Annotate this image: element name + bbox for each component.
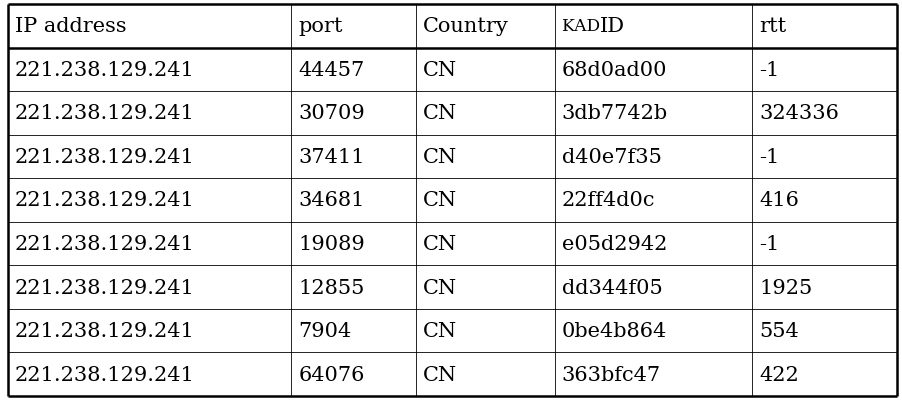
Text: 30709: 30709 <box>298 104 364 123</box>
Text: 221.238.129.241: 221.238.129.241 <box>15 104 195 123</box>
Text: 363bfc47: 363bfc47 <box>561 365 660 384</box>
Text: 0be4b864: 0be4b864 <box>561 321 666 340</box>
Text: CN: CN <box>423 61 457 80</box>
Text: 44457: 44457 <box>298 61 364 80</box>
Text: 221.238.129.241: 221.238.129.241 <box>15 278 195 297</box>
Text: 12855: 12855 <box>298 278 364 297</box>
Text: CN: CN <box>423 191 457 210</box>
Text: Country: Country <box>423 17 509 36</box>
Text: 324336: 324336 <box>759 104 838 123</box>
Text: 37411: 37411 <box>298 148 364 166</box>
Text: IP address: IP address <box>15 17 126 36</box>
Text: CN: CN <box>423 278 457 297</box>
Text: KAD: KAD <box>561 18 604 35</box>
Text: d40e7f35: d40e7f35 <box>561 148 660 166</box>
Text: 221.238.129.241: 221.238.129.241 <box>15 61 195 80</box>
Text: 554: 554 <box>759 321 798 340</box>
Text: 1925: 1925 <box>759 278 812 297</box>
Text: rtt: rtt <box>759 17 786 36</box>
Text: 34681: 34681 <box>298 191 364 210</box>
Text: ID: ID <box>599 17 624 36</box>
Text: e05d2942: e05d2942 <box>561 235 667 253</box>
Text: port: port <box>298 17 342 36</box>
Text: -1: -1 <box>759 61 778 80</box>
Text: 64076: 64076 <box>298 365 364 384</box>
Text: 221.238.129.241: 221.238.129.241 <box>15 321 195 340</box>
Text: 422: 422 <box>759 365 798 384</box>
Text: 68d0ad00: 68d0ad00 <box>561 61 667 80</box>
Text: dd344f05: dd344f05 <box>561 278 661 297</box>
Text: -1: -1 <box>759 235 778 253</box>
Text: 3db7742b: 3db7742b <box>561 104 667 123</box>
Text: 221.238.129.241: 221.238.129.241 <box>15 235 195 253</box>
Text: 221.238.129.241: 221.238.129.241 <box>15 148 195 166</box>
Text: 221.238.129.241: 221.238.129.241 <box>15 191 195 210</box>
Text: CN: CN <box>423 365 457 384</box>
Text: 416: 416 <box>759 191 798 210</box>
Text: CN: CN <box>423 148 457 166</box>
Text: CN: CN <box>423 321 457 340</box>
Text: -1: -1 <box>759 148 778 166</box>
Text: 221.238.129.241: 221.238.129.241 <box>15 365 195 384</box>
Text: CN: CN <box>423 235 457 253</box>
Text: 19089: 19089 <box>298 235 364 253</box>
Text: CN: CN <box>423 104 457 123</box>
Text: 22ff4d0c: 22ff4d0c <box>561 191 654 210</box>
Text: 7904: 7904 <box>298 321 351 340</box>
